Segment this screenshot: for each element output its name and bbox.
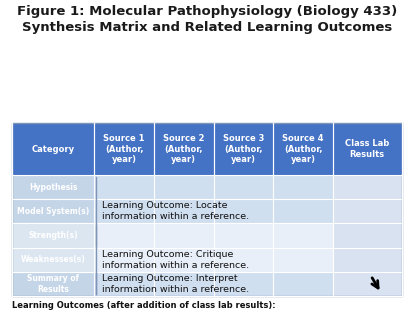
- Bar: [273, 175, 332, 199]
- Text: Class Lab
Results: Class Lab Results: [344, 140, 389, 159]
- Text: Category: Category: [32, 145, 75, 154]
- Text: Source 4
(Author,
year): Source 4 (Author, year): [282, 134, 323, 164]
- Bar: [94, 248, 332, 272]
- Bar: [332, 199, 401, 223]
- Bar: [94, 272, 332, 296]
- Text: Learning Outcome: Interpret
information within a reference.: Learning Outcome: Interpret information …: [102, 274, 248, 294]
- Bar: [94, 199, 154, 223]
- Bar: [154, 123, 213, 175]
- Bar: [332, 175, 401, 199]
- Text: Source 2
(Author,
year): Source 2 (Author, year): [163, 134, 204, 164]
- Bar: [12, 272, 94, 296]
- Bar: [213, 199, 273, 223]
- Bar: [273, 248, 332, 272]
- Bar: [154, 248, 213, 272]
- Bar: [213, 175, 273, 199]
- Bar: [94, 199, 332, 223]
- Bar: [213, 248, 273, 272]
- Text: Hypothesis: Hypothesis: [29, 183, 77, 192]
- Bar: [12, 199, 94, 223]
- Text: Learning Outcome: Locate
information within a reference.: Learning Outcome: Locate information wit…: [102, 201, 248, 221]
- Bar: [12, 123, 94, 175]
- Bar: [94, 223, 154, 248]
- Bar: [332, 248, 401, 272]
- Text: Learning Outcomes (after addition of class lab results):: Learning Outcomes (after addition of cla…: [12, 301, 275, 310]
- Bar: [94, 223, 332, 248]
- Text: Model System(s): Model System(s): [17, 207, 89, 216]
- Text: Summary of
Results: Summary of Results: [27, 274, 79, 294]
- Bar: [332, 223, 401, 248]
- Bar: [273, 223, 332, 248]
- Bar: [332, 123, 401, 175]
- Bar: [273, 199, 332, 223]
- Bar: [154, 272, 213, 296]
- Bar: [213, 223, 273, 248]
- Bar: [213, 123, 273, 175]
- Bar: [154, 223, 213, 248]
- Text: Learning Outcome: Critique
information within a reference.: Learning Outcome: Critique information w…: [102, 250, 248, 270]
- Text: Weaknesses(s): Weaknesses(s): [21, 255, 85, 264]
- Bar: [12, 223, 94, 248]
- Bar: [94, 248, 154, 272]
- Bar: [94, 272, 154, 296]
- Text: Strength(s): Strength(s): [28, 231, 78, 240]
- Text: Figure 1: Molecular Pathophysiology (Biology 433)
Synthesis Matrix and Related L: Figure 1: Molecular Pathophysiology (Bio…: [17, 5, 396, 34]
- Bar: [273, 123, 332, 175]
- Bar: [213, 272, 273, 296]
- Bar: [154, 199, 213, 223]
- Bar: [94, 175, 154, 199]
- Text: Source 3
(Author,
year): Source 3 (Author, year): [222, 134, 263, 164]
- Text: Source 1
(Author,
year): Source 1 (Author, year): [103, 134, 145, 164]
- Bar: [12, 123, 401, 296]
- Bar: [273, 272, 332, 296]
- Bar: [12, 248, 94, 272]
- Bar: [154, 175, 213, 199]
- Bar: [94, 123, 154, 175]
- Bar: [332, 272, 401, 296]
- Bar: [12, 175, 94, 199]
- Bar: [94, 175, 332, 199]
